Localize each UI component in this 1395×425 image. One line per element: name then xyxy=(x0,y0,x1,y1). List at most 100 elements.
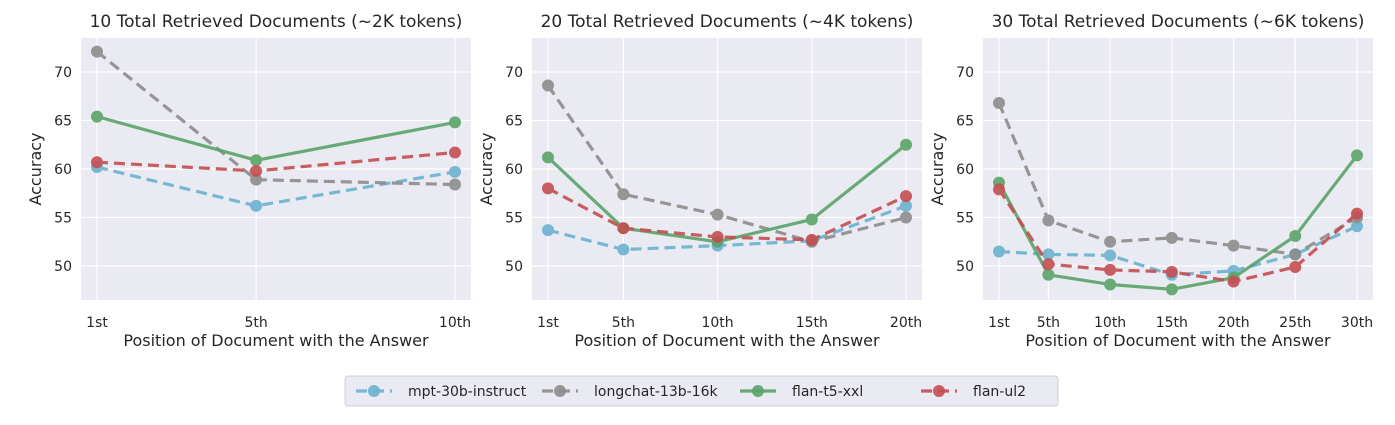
x-axis-label: Position of Document with the Answer xyxy=(1025,331,1331,350)
series-longchat-13b-16k xyxy=(91,45,461,191)
data-point xyxy=(805,213,818,226)
data-point xyxy=(1165,283,1178,296)
x-tick-label: 10th xyxy=(439,315,471,331)
data-point xyxy=(805,233,818,246)
chart-panel-3: 50 55 60 65 70 1st 5th 10th 15th 20th 25th 30th 30 T… xyxy=(928,12,1373,350)
data-point xyxy=(1289,261,1302,274)
y-tick-label: 65 xyxy=(956,113,974,129)
y-tick-label: 50 xyxy=(956,259,974,275)
data-point xyxy=(711,208,724,221)
legend-marker xyxy=(368,385,380,397)
y-tick-label: 65 xyxy=(54,113,72,129)
data-point xyxy=(91,45,103,58)
data-point xyxy=(900,190,912,203)
data-point xyxy=(1165,231,1178,244)
x-tick-label: 1st xyxy=(988,315,1010,331)
data-point xyxy=(617,188,630,201)
chart-title: 10 Total Retrieved Documents (~2K tokens… xyxy=(90,12,463,32)
data-point xyxy=(900,211,912,224)
data-point xyxy=(1042,214,1055,227)
data-point xyxy=(1351,149,1363,162)
chart-panel-2: 50 55 60 65 70 1st 5th 10th 15th 20th 20 Total Ret… xyxy=(477,12,922,350)
data-point xyxy=(91,110,103,123)
legend-label: flan-t5-xxl xyxy=(792,384,863,400)
data-point xyxy=(711,230,724,243)
data-point xyxy=(617,222,630,235)
y-tick-label: 55 xyxy=(505,211,523,227)
legend-box xyxy=(344,375,1059,407)
chart-title: 30 Total Retrieved Documents (~6K tokens… xyxy=(992,12,1365,32)
y-tick-label: 65 xyxy=(505,113,523,129)
series-flan-t5-xxl xyxy=(91,110,461,167)
data-point xyxy=(1042,248,1055,261)
data-point xyxy=(900,199,912,212)
data-point xyxy=(449,178,461,191)
data-point xyxy=(1227,275,1240,288)
legend-label: flan-ul2 xyxy=(973,384,1026,400)
data-point xyxy=(1351,220,1363,233)
data-point xyxy=(542,151,554,164)
x-tick-label: 25th xyxy=(1279,315,1311,331)
x-tick-label: 5th xyxy=(1037,315,1060,331)
x-tick-label: 1st xyxy=(537,315,559,331)
data-point xyxy=(542,79,554,92)
series-flan-ul2 xyxy=(542,182,912,246)
x-axis-label: Position of Document with the Answer xyxy=(574,331,880,350)
y-axis-label: Accuracy xyxy=(477,132,496,205)
legend-item-flan-t5-xxl: flan-t5-xxl xyxy=(740,384,863,400)
data-point xyxy=(1042,258,1055,271)
x-tick-label: 1st xyxy=(86,315,108,331)
legend-item-longchat-13b-16k: longchat-13b-16k xyxy=(542,384,718,400)
legend-marker xyxy=(933,385,945,397)
data-point xyxy=(449,146,461,159)
data-point xyxy=(91,156,103,169)
legend: mpt-30b-instruct longchat-13b-16k flan-t5-… xyxy=(344,375,1059,407)
data-point xyxy=(993,183,1005,196)
legend-item-flan-ul2: flan-ul2 xyxy=(921,384,1026,400)
data-point xyxy=(1351,207,1363,220)
data-point xyxy=(542,182,554,195)
series-flan-ul2 xyxy=(91,146,461,177)
y-tick-label: 70 xyxy=(956,65,974,81)
x-tick-label: 15th xyxy=(796,315,828,331)
data-point xyxy=(617,243,630,256)
y-tick-label: 70 xyxy=(505,65,523,81)
data-point xyxy=(900,138,912,151)
data-point xyxy=(250,164,263,177)
y-tick-label: 50 xyxy=(54,259,72,275)
x-tick-label: 20th xyxy=(1217,315,1249,331)
y-tick-label: 70 xyxy=(54,65,72,81)
x-tick-label: 15th xyxy=(1156,315,1188,331)
y-tick-label: 55 xyxy=(54,211,72,227)
x-tick-label: 5th xyxy=(612,315,635,331)
x-tick-label: 30th xyxy=(1341,315,1373,331)
x-axis-label: Position of Document with the Answer xyxy=(123,331,429,350)
y-tick-label: 55 xyxy=(956,211,974,227)
x-tick-label: 5th xyxy=(244,315,267,331)
data-point xyxy=(1289,229,1302,242)
y-tick-label: 50 xyxy=(505,259,523,275)
y-axis-label: Accuracy xyxy=(26,132,45,205)
data-point xyxy=(250,173,263,186)
data-point xyxy=(1165,265,1178,278)
chart-panel-1: 50 55 60 65 70 1st 5th 10th 10 Total Retrieved D… xyxy=(26,12,471,350)
legend-marker xyxy=(752,385,764,397)
data-point xyxy=(542,224,554,237)
series-flan-ul2 xyxy=(993,183,1363,288)
x-tick-label: 20th xyxy=(890,315,922,331)
data-point xyxy=(993,245,1005,258)
data-point xyxy=(1104,249,1117,262)
data-point xyxy=(993,97,1005,110)
legend-item-mpt-30b-instruct: mpt-30b-instruct xyxy=(356,384,527,400)
data-point xyxy=(1104,235,1117,248)
legend-marker xyxy=(554,385,566,397)
legend-label: mpt-30b-instruct xyxy=(408,384,527,400)
y-tick-label: 60 xyxy=(956,162,974,178)
data-point xyxy=(1227,239,1240,252)
data-point xyxy=(1289,248,1302,261)
x-tick-label: 10th xyxy=(1094,315,1126,331)
data-point xyxy=(250,199,263,212)
y-axis-label: Accuracy xyxy=(928,132,947,205)
data-point xyxy=(250,154,263,167)
